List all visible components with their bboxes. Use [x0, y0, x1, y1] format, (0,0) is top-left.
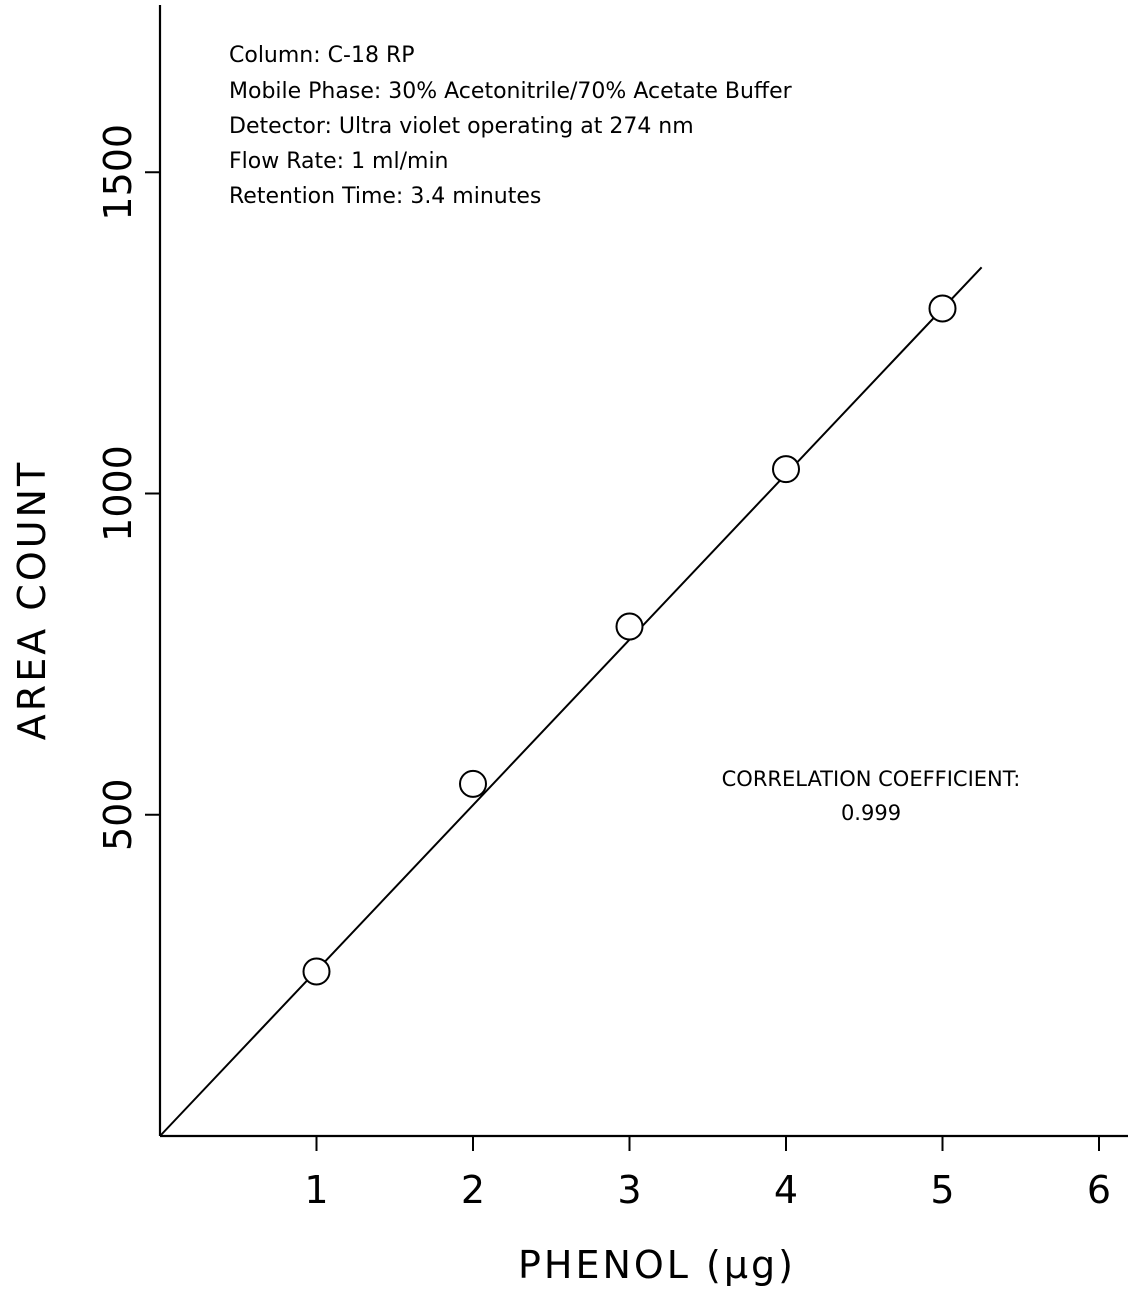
data-point	[302, 957, 331, 986]
conditions-annotation: Column: C-18 RP Mobile Phase: 30% Aceton…	[229, 43, 793, 209]
x-tick-label: 1	[304, 1168, 328, 1212]
condition-retention-time: Retention Time: 3.4 minutes	[229, 184, 541, 209]
data-point	[772, 455, 800, 484]
x-tick-label: 2	[461, 1168, 485, 1212]
x-axis-ticks: 1 2 3 4 5 6	[304, 1136, 1111, 1212]
data-points	[302, 294, 957, 986]
x-tick-label: 6	[1087, 1168, 1111, 1212]
condition-flow-rate: Flow Rate: 1 ml/min	[229, 149, 449, 174]
data-point	[615, 612, 644, 641]
x-tick-label: 4	[774, 1168, 798, 1212]
x-axis-title: PHENOL (μg)	[518, 1243, 796, 1287]
condition-mobile-phase: Mobile Phase: 30% Acetonitrile/70% Aceta…	[229, 79, 793, 104]
y-axis-title: AREA COUNT	[10, 460, 54, 740]
correlation-label: CORRELATION COEFFICIENT:	[722, 767, 1021, 791]
data-point	[928, 294, 957, 323]
x-tick-label: 3	[617, 1168, 641, 1212]
x-tick-label: 5	[930, 1168, 954, 1212]
data-point	[459, 769, 487, 798]
regression-line	[159, 266, 983, 1137]
correlation-value: 0.999	[841, 801, 901, 825]
condition-column: Column: C-18 RP	[229, 43, 415, 68]
condition-detector: Detector: Ultra violet operating at 274 …	[229, 114, 694, 139]
y-tick-label: 1000	[96, 445, 140, 542]
y-tick-label: 1500	[96, 124, 140, 221]
y-axis-ticks: 500 1000 1500	[96, 124, 160, 851]
y-tick-label: 500	[96, 778, 140, 851]
